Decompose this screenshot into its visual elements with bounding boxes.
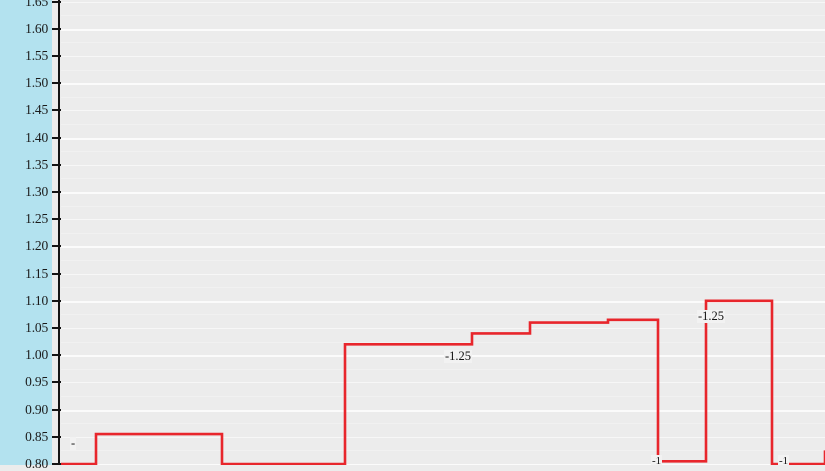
gridline-minor (61, 260, 825, 261)
y-tick-label: 1.30 (25, 184, 48, 199)
gridline-minor (61, 341, 825, 343)
y-tick-mark (52, 27, 66, 30)
gridline-minor (61, 423, 825, 425)
y-tick-mark (52, 299, 66, 302)
y-tick-label: 1.55 (25, 48, 48, 63)
y-tick-label: 1.45 (25, 102, 48, 118)
y-tick-mark (52, 163, 66, 166)
gridline-minor (61, 124, 825, 125)
gridline (61, 246, 825, 249)
gridline (61, 382, 825, 384)
y-tick-mark (52, 109, 66, 112)
y-tick-label: 1.00 (25, 347, 48, 363)
gridline-minor (61, 151, 825, 153)
gridline-minor (61, 396, 825, 397)
gridline-minor (61, 42, 825, 44)
gridline-minor (61, 15, 825, 17)
data-point-label: -1 (651, 455, 663, 465)
y-tick-label: 1.50 (25, 75, 48, 91)
y-tick-mark (52, 354, 66, 357)
gridline (61, 1, 825, 3)
y-tick-mark (52, 245, 66, 248)
gridline (61, 164, 825, 166)
y-tick-label: 1.35 (25, 156, 48, 172)
gridline-minor (61, 450, 825, 452)
plot-area: -1.25 -1.25 -1 -1 - (61, 0, 825, 465)
gridline (61, 355, 825, 358)
gridline (61, 219, 825, 221)
data-point-label: -1 (778, 455, 790, 465)
gridline (61, 273, 825, 275)
gridline-minor (61, 205, 825, 207)
gridline-minor (61, 96, 825, 98)
gridline (61, 328, 825, 329)
y-tick-label: 0.85 (25, 428, 48, 444)
gridline (61, 137, 825, 140)
y-tick-mark (52, 82, 66, 85)
y-tick-mark (52, 191, 66, 193)
gridline (61, 300, 825, 303)
step-series-line (61, 0, 825, 465)
gridline (61, 56, 825, 57)
y-tick-mark (52, 0, 66, 3)
y-tick-mark (52, 272, 66, 275)
y-tick-label: 1.65 (25, 0, 48, 9)
data-point-label: - (70, 436, 77, 450)
gridline-minor (61, 287, 825, 289)
y-tick-label: 0.95 (25, 374, 48, 390)
y-tick-label: 0.80 (25, 456, 48, 471)
y-tick-mark (52, 327, 66, 329)
gridline-minor (61, 232, 825, 234)
data-point-label: -1.25 (697, 309, 726, 323)
y-axis-label-band: 1.65 1.60 1.55 1.50 1.45 1.40 1.35 1.30 1.25 1.20… (0, 0, 52, 470)
y-tick-label: 1.05 (25, 320, 48, 335)
y-axis-spine (58, 0, 60, 465)
y-tick-label: 0.90 (25, 401, 48, 417)
y-tick-mark (52, 435, 66, 438)
y-tick-label: 1.15 (25, 265, 48, 281)
y-tick-label: 1.25 (25, 211, 48, 227)
gridline-minor (61, 314, 825, 316)
y-tick-mark (52, 408, 66, 411)
y-tick-mark (52, 218, 66, 221)
gridline-minor (61, 368, 825, 370)
gridline (61, 83, 825, 86)
gridline-minor (61, 178, 825, 180)
y-tick-label: 1.40 (25, 129, 48, 145)
gridline-minor (61, 69, 825, 71)
y-tick-mark (52, 55, 66, 57)
y-tick-mark (52, 136, 66, 139)
y-tick-label: 1.60 (25, 20, 48, 36)
gridline (61, 409, 825, 412)
y-tick-mark (52, 463, 66, 465)
axis-gutter-gap (52, 0, 58, 465)
gridline (61, 192, 825, 194)
y-tick-mark (52, 381, 66, 384)
gridline (61, 436, 825, 438)
y-tick-label: 1.20 (25, 238, 48, 254)
data-point-label: -1.25 (444, 349, 473, 363)
gridline (61, 28, 825, 31)
gridline (61, 110, 825, 112)
y-tick-label: 1.10 (25, 292, 48, 308)
series-polyline (61, 301, 825, 464)
